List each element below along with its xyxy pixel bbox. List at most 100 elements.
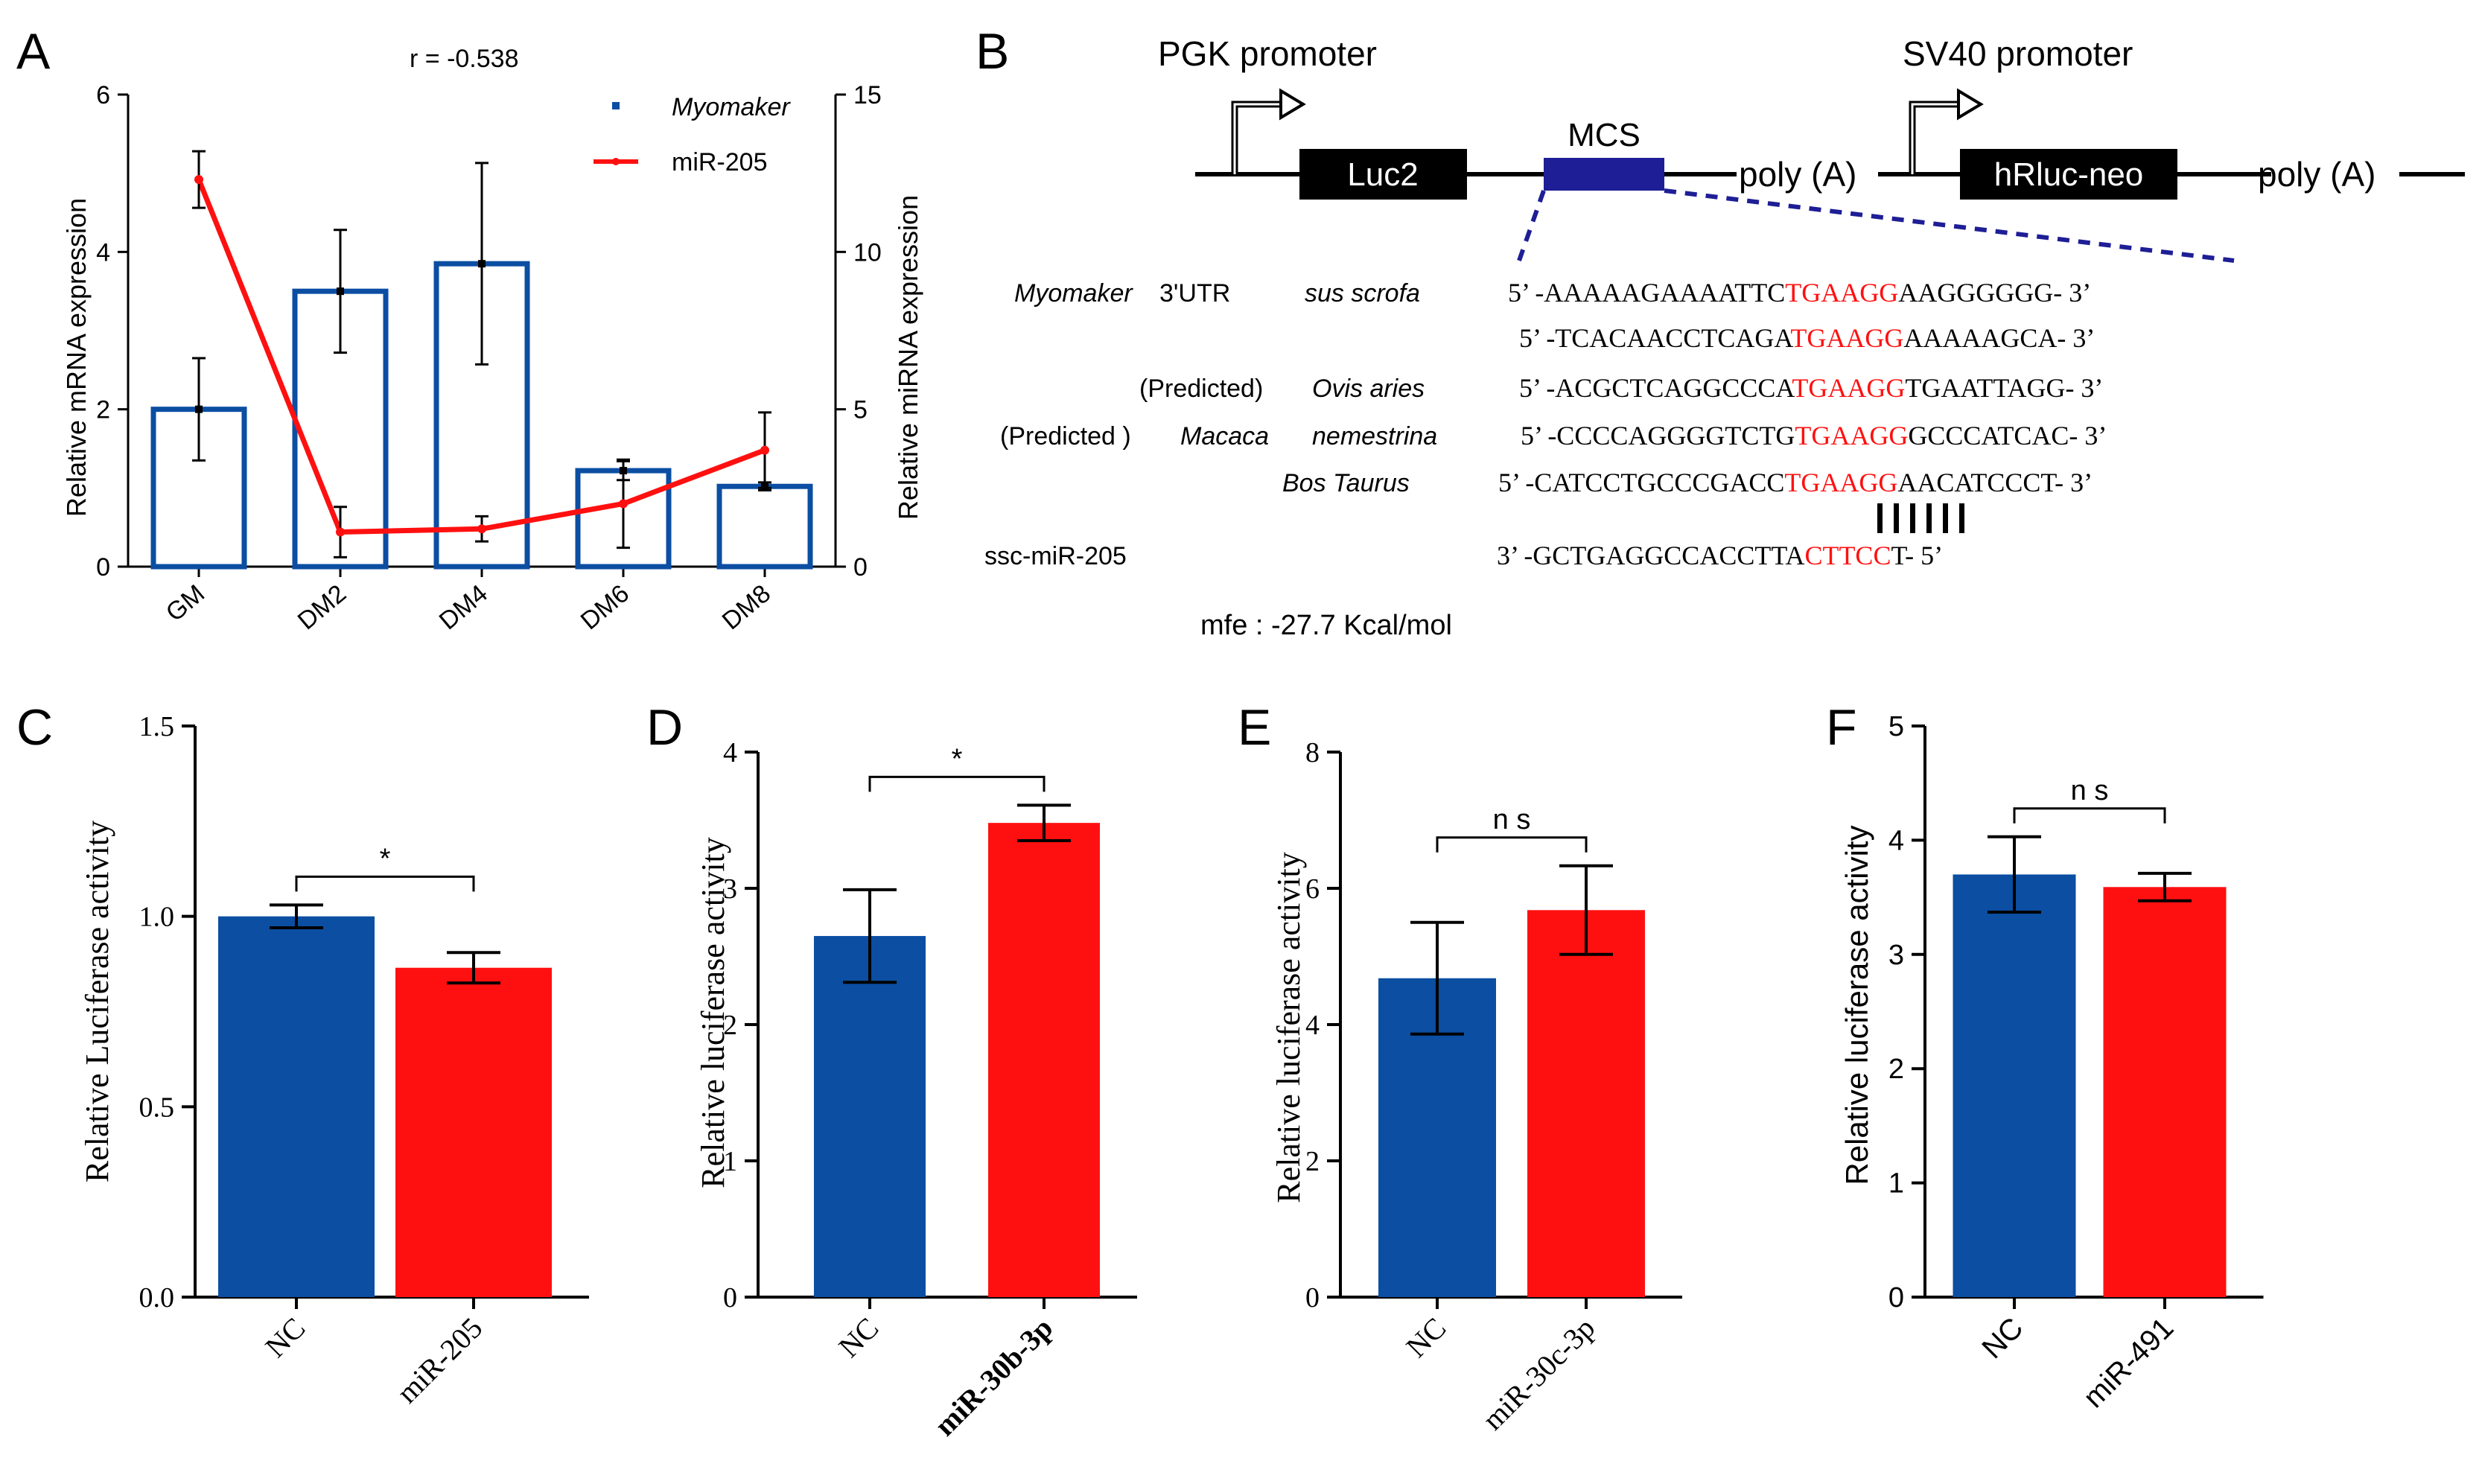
alignment-row: 5’ -TCACAACCTCAGATGAAGGAAAAAGCA- 3’ [1519, 323, 2095, 353]
bar-treatment [988, 823, 1100, 1297]
row-label-genus: Macaca [1180, 422, 1269, 450]
bar-nc [218, 916, 375, 1297]
panel-a-ytick-right-label: 0 [853, 553, 868, 582]
panel-f-ylabel: Relative luciferase activity [1839, 825, 1874, 1185]
pairing-bar [1943, 503, 1948, 533]
panel-a-ytick-left-label: 0 [96, 553, 110, 582]
xtick-label: NC [832, 1311, 885, 1364]
panel-b-construct: PGK promoter SV40 promoter Luc2 MCS poly… [984, 34, 2465, 641]
seq-3prime: AACATCCCT- 3’ [1897, 468, 2093, 497]
xtick-label: NC [258, 1311, 311, 1364]
pairing-bar [1959, 503, 1964, 533]
ytick-label: 4 [723, 737, 737, 768]
mcs-box [1544, 158, 1664, 191]
sv40-promoter-arrow-inner [1911, 103, 1962, 174]
mirna-label: ssc-miR-205 [984, 542, 1127, 570]
seq-seed: TGAAGG [1795, 421, 1908, 450]
legend-myomaker-marker [612, 102, 620, 109]
panel-e-ylabel: Relative luciferase activity [1270, 852, 1307, 1203]
significance-bracket [2013, 807, 2166, 824]
row-label-species: Bos Taurus [1282, 469, 1410, 497]
ytick-label: 2 [723, 1010, 737, 1041]
panel-a-ytick-left-label: 2 [96, 396, 110, 424]
sequence-text: 5’ -AAAAAGAAAATTCTGAAGGAAGGGGGG- 3’ [1508, 278, 2091, 308]
significance-label: * [380, 843, 391, 874]
panel-label-a: A [16, 23, 51, 80]
point-myomaker [337, 287, 344, 296]
xtick-label: miR-205 [390, 1311, 489, 1410]
pairing-bar [1926, 503, 1932, 533]
ytick-label: 3 [723, 873, 737, 905]
panel-c-ylabel: Relative Luciferase activity [79, 821, 115, 1182]
bar-nc [814, 936, 926, 1297]
ytick-label: 0.0 [139, 1282, 175, 1313]
seq-5prime: 5’ -TCACAACCTCAGA [1519, 323, 1793, 353]
sequence-text: 5’ -CCCCAGGGGTCTGTGAAGGGCCCATCAC- 3’ [1521, 421, 2107, 450]
panel-a-ylabel-right: Relative miRNA expression [893, 195, 923, 520]
polya-1-label: poly (A) [1739, 155, 1856, 194]
point-mir205 [477, 524, 486, 534]
mcs-zoom-line-right [1664, 188, 2235, 263]
mcs-label: MCS [1568, 117, 1641, 153]
panel-a-xtick-label: DM4 [434, 579, 493, 635]
seq-5prime: 5’ -AAAAAGAAAATTC [1508, 278, 1785, 308]
point-mir205 [619, 499, 628, 509]
seq-3prime: AAGGGGGG- 3’ [1898, 278, 2091, 308]
seq-3prime: TGAATTAGG- 3’ [1905, 373, 2103, 403]
alignment-row: (Predicted) Ovis aries 5’ -ACGCTCAGGCCCA… [1139, 373, 2103, 403]
pairing-bar [1910, 503, 1915, 533]
seq-3prime: AAAAAGCA- 3’ [1903, 323, 2095, 353]
ytick-label: 4 [1305, 1010, 1320, 1041]
panel-d-ylabel: Relative luciferase activity [695, 837, 731, 1188]
panel-a-xtick-label: DM6 [576, 579, 634, 635]
bar-myomaker [716, 483, 813, 570]
panel-a-ylabel-left: Relative mRNA expression [61, 198, 92, 517]
hrluc-neo-box [1960, 149, 2177, 200]
sequence-text: 5’ -CATCCTGCCCGACCTGAAGGAACATCCCT- 3’ [1498, 468, 2093, 497]
point-mir205 [194, 175, 203, 185]
panel-a-ytick-left-label: 6 [96, 81, 110, 109]
panel-a-xtick-label: GM [161, 579, 210, 627]
ytick-label: 5 [1888, 711, 1904, 742]
pgk-promoter-label: PGK promoter [1158, 34, 1377, 73]
bar-treatment [1527, 910, 1645, 1297]
panel-a-ytick-left-label: 4 [96, 238, 110, 267]
row-label-species: nemestrina [1312, 422, 1437, 450]
panel-a-xtick-label: DM2 [293, 579, 351, 635]
panel-label-e: E [1238, 699, 1271, 756]
significance-label: n s [1493, 804, 1531, 835]
sequence-text: 5’ -TCACAACCTCAGATGAAGGAAAAAGCA- 3’ [1519, 323, 2095, 353]
bar-nc [1953, 874, 2076, 1297]
ytick-label: 1 [723, 1146, 737, 1177]
row-label-species: Ovis aries [1312, 375, 1425, 403]
legend-myomaker-label: Myomaker [672, 93, 791, 121]
xtick-label: NC [1976, 1311, 2029, 1365]
significance-bracket [1436, 836, 1588, 853]
ytick-label: 0.5 [139, 1092, 175, 1123]
polya-2-label: poly (A) [2258, 155, 2375, 194]
ytick-label: 4 [1888, 825, 1904, 856]
ytick-label: 2 [1305, 1146, 1320, 1177]
correlation-label: r = -0.538 [410, 45, 518, 73]
significance-bracket [295, 875, 475, 892]
panel-a-chart: r = -0.538 Relative mRNA expression Rela… [61, 45, 923, 520]
panel-a-ytick-right-label: 15 [853, 81, 882, 109]
bar-treatment [2103, 887, 2227, 1297]
ytick-label: 0 [1888, 1282, 1904, 1313]
xtick-label: miR-30c-3p [1476, 1311, 1602, 1437]
sv40-promoter-arrow-icon [1909, 101, 1962, 174]
pgk-promoter-arrow-icon [1231, 101, 1285, 174]
row-label-region: 3'UTR [1159, 279, 1230, 308]
sv40-promoter-label: SV40 promoter [1903, 34, 2133, 73]
pgk-promoter-arrowhead-icon [1279, 88, 1306, 121]
point-myomaker [478, 260, 486, 268]
alignment-row: (Predicted ) Macaca nemestrina 5’ -CCCCA… [1000, 421, 2107, 450]
xtick-label: miR-30b-3p [928, 1311, 1059, 1442]
seq-5prime: 5’ -CCCCAGGGGTCTG [1521, 421, 1795, 450]
luc2-box [1299, 149, 1467, 200]
mirna-seq-seed: CTTCC [1804, 541, 1891, 570]
seq-seed: TGAAGG [1792, 373, 1905, 403]
panel-label-d: D [646, 699, 683, 756]
